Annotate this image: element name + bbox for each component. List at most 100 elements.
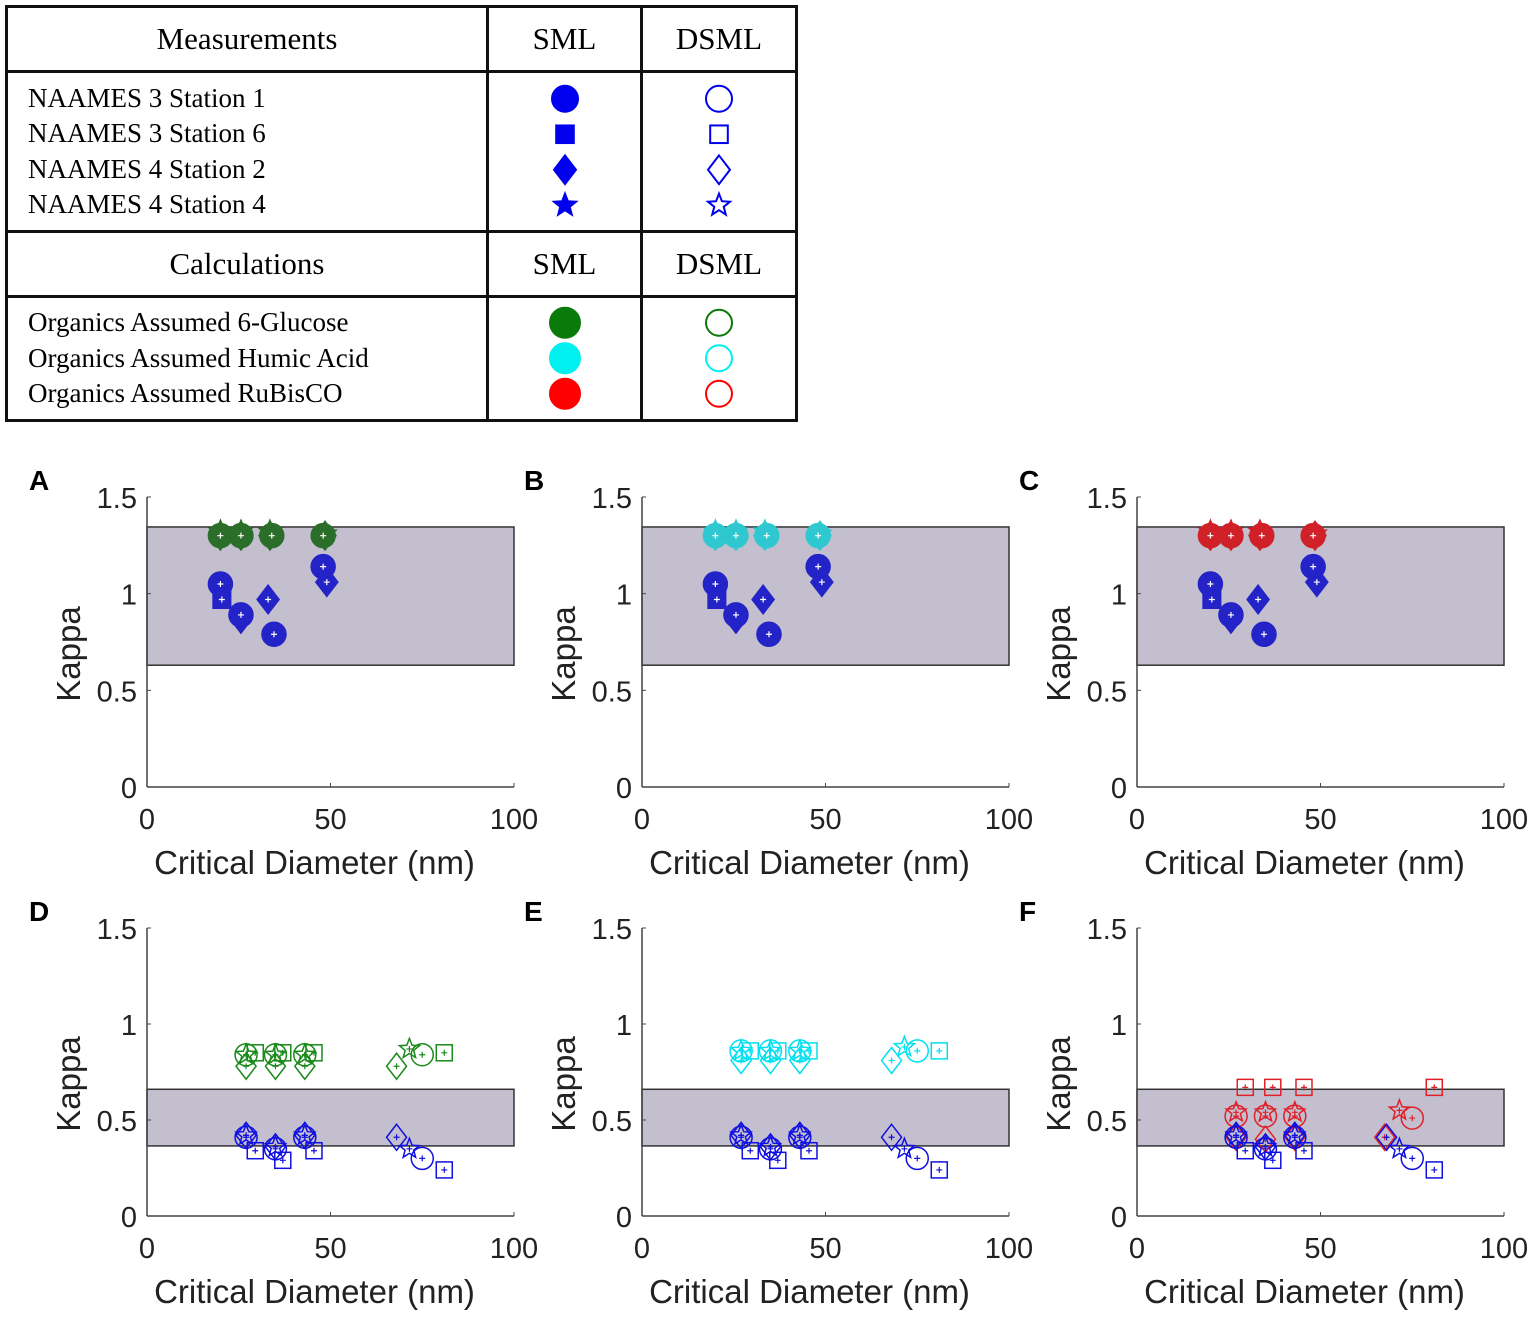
circle-marker: [905, 1039, 929, 1063]
square-marker: [246, 1044, 265, 1062]
diamond-marker: [385, 1052, 408, 1081]
square-marker: [305, 1044, 323, 1062]
error-bar: [1300, 1084, 1307, 1091]
square-marker: [435, 1161, 454, 1179]
error-bar: [1431, 1166, 1438, 1173]
error-bar: [936, 1166, 943, 1173]
circle-marker: [410, 1146, 434, 1171]
y-tick-label: 0: [616, 1202, 632, 1234]
square-marker: [741, 1042, 760, 1060]
circle-marker: [758, 1039, 783, 1063]
diamond-marker: [730, 1046, 753, 1075]
error-bar: [765, 631, 772, 638]
error-bar: [763, 532, 770, 539]
square-marker: [435, 1044, 454, 1062]
measurement-sml-markers: [486, 70, 643, 233]
circle-marker: [548, 307, 581, 339]
error-bar: [441, 1166, 448, 1173]
error-bar: [738, 1134, 745, 1141]
error-bar: [1262, 1113, 1269, 1120]
y-axis-label: Kappa: [1040, 1036, 1077, 1132]
error-bar: [747, 1047, 754, 1054]
error-bar: [888, 1057, 895, 1064]
panel-F: F 0 50 100 0 0.5 1 1.5 Critical Diameter (nm) Kap…: [1019, 896, 1528, 1310]
legend-header-calculations: Calculations: [5, 230, 489, 298]
x-axis-label: Critical Diameter (nm): [1144, 1273, 1465, 1310]
error-bar: [1383, 1134, 1390, 1141]
series-6-glucose-dsml: [234, 1036, 454, 1081]
calculation-sml-markers: [486, 295, 643, 422]
square-marker: [769, 1151, 787, 1170]
x-tick-label: 100: [490, 804, 538, 836]
star-marker: [550, 190, 579, 217]
x-tick-label: 50: [1304, 1233, 1336, 1265]
y-axis-label: Kappa: [1040, 606, 1077, 702]
y-tick-label: 0.5: [1087, 676, 1127, 708]
legend-marker-column: [705, 84, 733, 217]
x-tick-label: 0: [139, 804, 155, 836]
y-tick-label: 0.5: [592, 1106, 632, 1138]
diamond-marker: [1225, 1123, 1248, 1152]
x-tick-label: 0: [1129, 1233, 1145, 1265]
star-marker: [1387, 1097, 1412, 1121]
panel-C: C 0 50 100 0 0.5 1 1.5 Critical Diameter (nm) Kap…: [1019, 465, 1528, 881]
error-bar: [272, 1145, 279, 1152]
star-marker: [705, 190, 733, 217]
error-bar: [323, 579, 330, 586]
diamond-marker: [293, 1052, 316, 1081]
circle-marker: [905, 1146, 929, 1171]
square-marker: [741, 1141, 760, 1160]
error-bar: [1242, 1084, 1249, 1091]
x-tick-label: 100: [1480, 1233, 1528, 1265]
square-marker: [800, 1042, 818, 1060]
error-bar: [1242, 1147, 1249, 1154]
error-bar: [888, 1134, 895, 1141]
error-bar: [406, 1045, 413, 1052]
circle-marker: [1400, 1146, 1424, 1171]
x-axis-label: Critical Diameter (nm): [1144, 844, 1465, 881]
square-marker: [1236, 1078, 1255, 1097]
star-marker: [729, 1038, 754, 1062]
square-marker: [800, 1141, 818, 1160]
y-tick-label: 0: [1111, 773, 1127, 805]
y-tick-label: 1: [121, 580, 137, 612]
kappa-range-band: [641, 1088, 1010, 1147]
error-bar: [901, 1145, 908, 1152]
x-tick-label: 50: [314, 1233, 346, 1265]
legend-header-dsml: DSML: [640, 5, 798, 73]
y-tick-label: 1: [121, 1010, 137, 1042]
series-measurements-dsml: [729, 1121, 949, 1179]
kappa-range-band: [1136, 526, 1505, 666]
panel-letter: D: [29, 896, 49, 927]
star-marker: [892, 1034, 917, 1058]
error-bar: [1313, 579, 1320, 586]
legend-table: Measurements SML DSML NAAMES 3 Station 1…: [5, 5, 798, 422]
x-tick-label: 50: [1304, 804, 1336, 836]
star-marker: [892, 1136, 917, 1159]
error-bar: [815, 532, 822, 539]
error-bar: [805, 1047, 812, 1054]
x-tick-label: 100: [490, 1233, 538, 1265]
y-tick-label: 1: [1111, 580, 1127, 612]
y-tick-label: 0: [616, 773, 632, 805]
diamond-marker: [706, 153, 732, 186]
legend-label: Organics Assumed Humic Acid: [28, 342, 369, 373]
x-tick-label: 100: [985, 1233, 1033, 1265]
legend-label: NAAMES 3 Station 1: [28, 82, 266, 113]
square-marker: [1295, 1078, 1313, 1097]
panel-E: E 0 50 100 0 0.5 1 1.5 Critical Diameter (nm) Kap…: [524, 896, 1033, 1310]
circle-marker: [548, 378, 581, 410]
circle-marker: [550, 84, 579, 113]
panel-letter: B: [524, 465, 544, 496]
diamond-marker: [264, 1052, 287, 1081]
panel-D: D 0 50 100 0 0.5 1 1.5 Critical Diameter (nm) Kap…: [29, 896, 538, 1310]
error-bar: [393, 1134, 400, 1141]
calculation-dsml-markers: [640, 295, 798, 422]
circle-marker: [1224, 1104, 1248, 1128]
error-bar: [774, 1047, 781, 1054]
panel-A: A 0 50 100 0 0.5 1 1.5 Critical Diameter (nm) Kap…: [29, 465, 538, 881]
series-rubisco-sml: [1197, 518, 1328, 552]
error-bar: [1409, 1155, 1416, 1162]
y-tick-label: 0.5: [97, 676, 137, 708]
series-measurements-dsml: [1224, 1121, 1444, 1179]
